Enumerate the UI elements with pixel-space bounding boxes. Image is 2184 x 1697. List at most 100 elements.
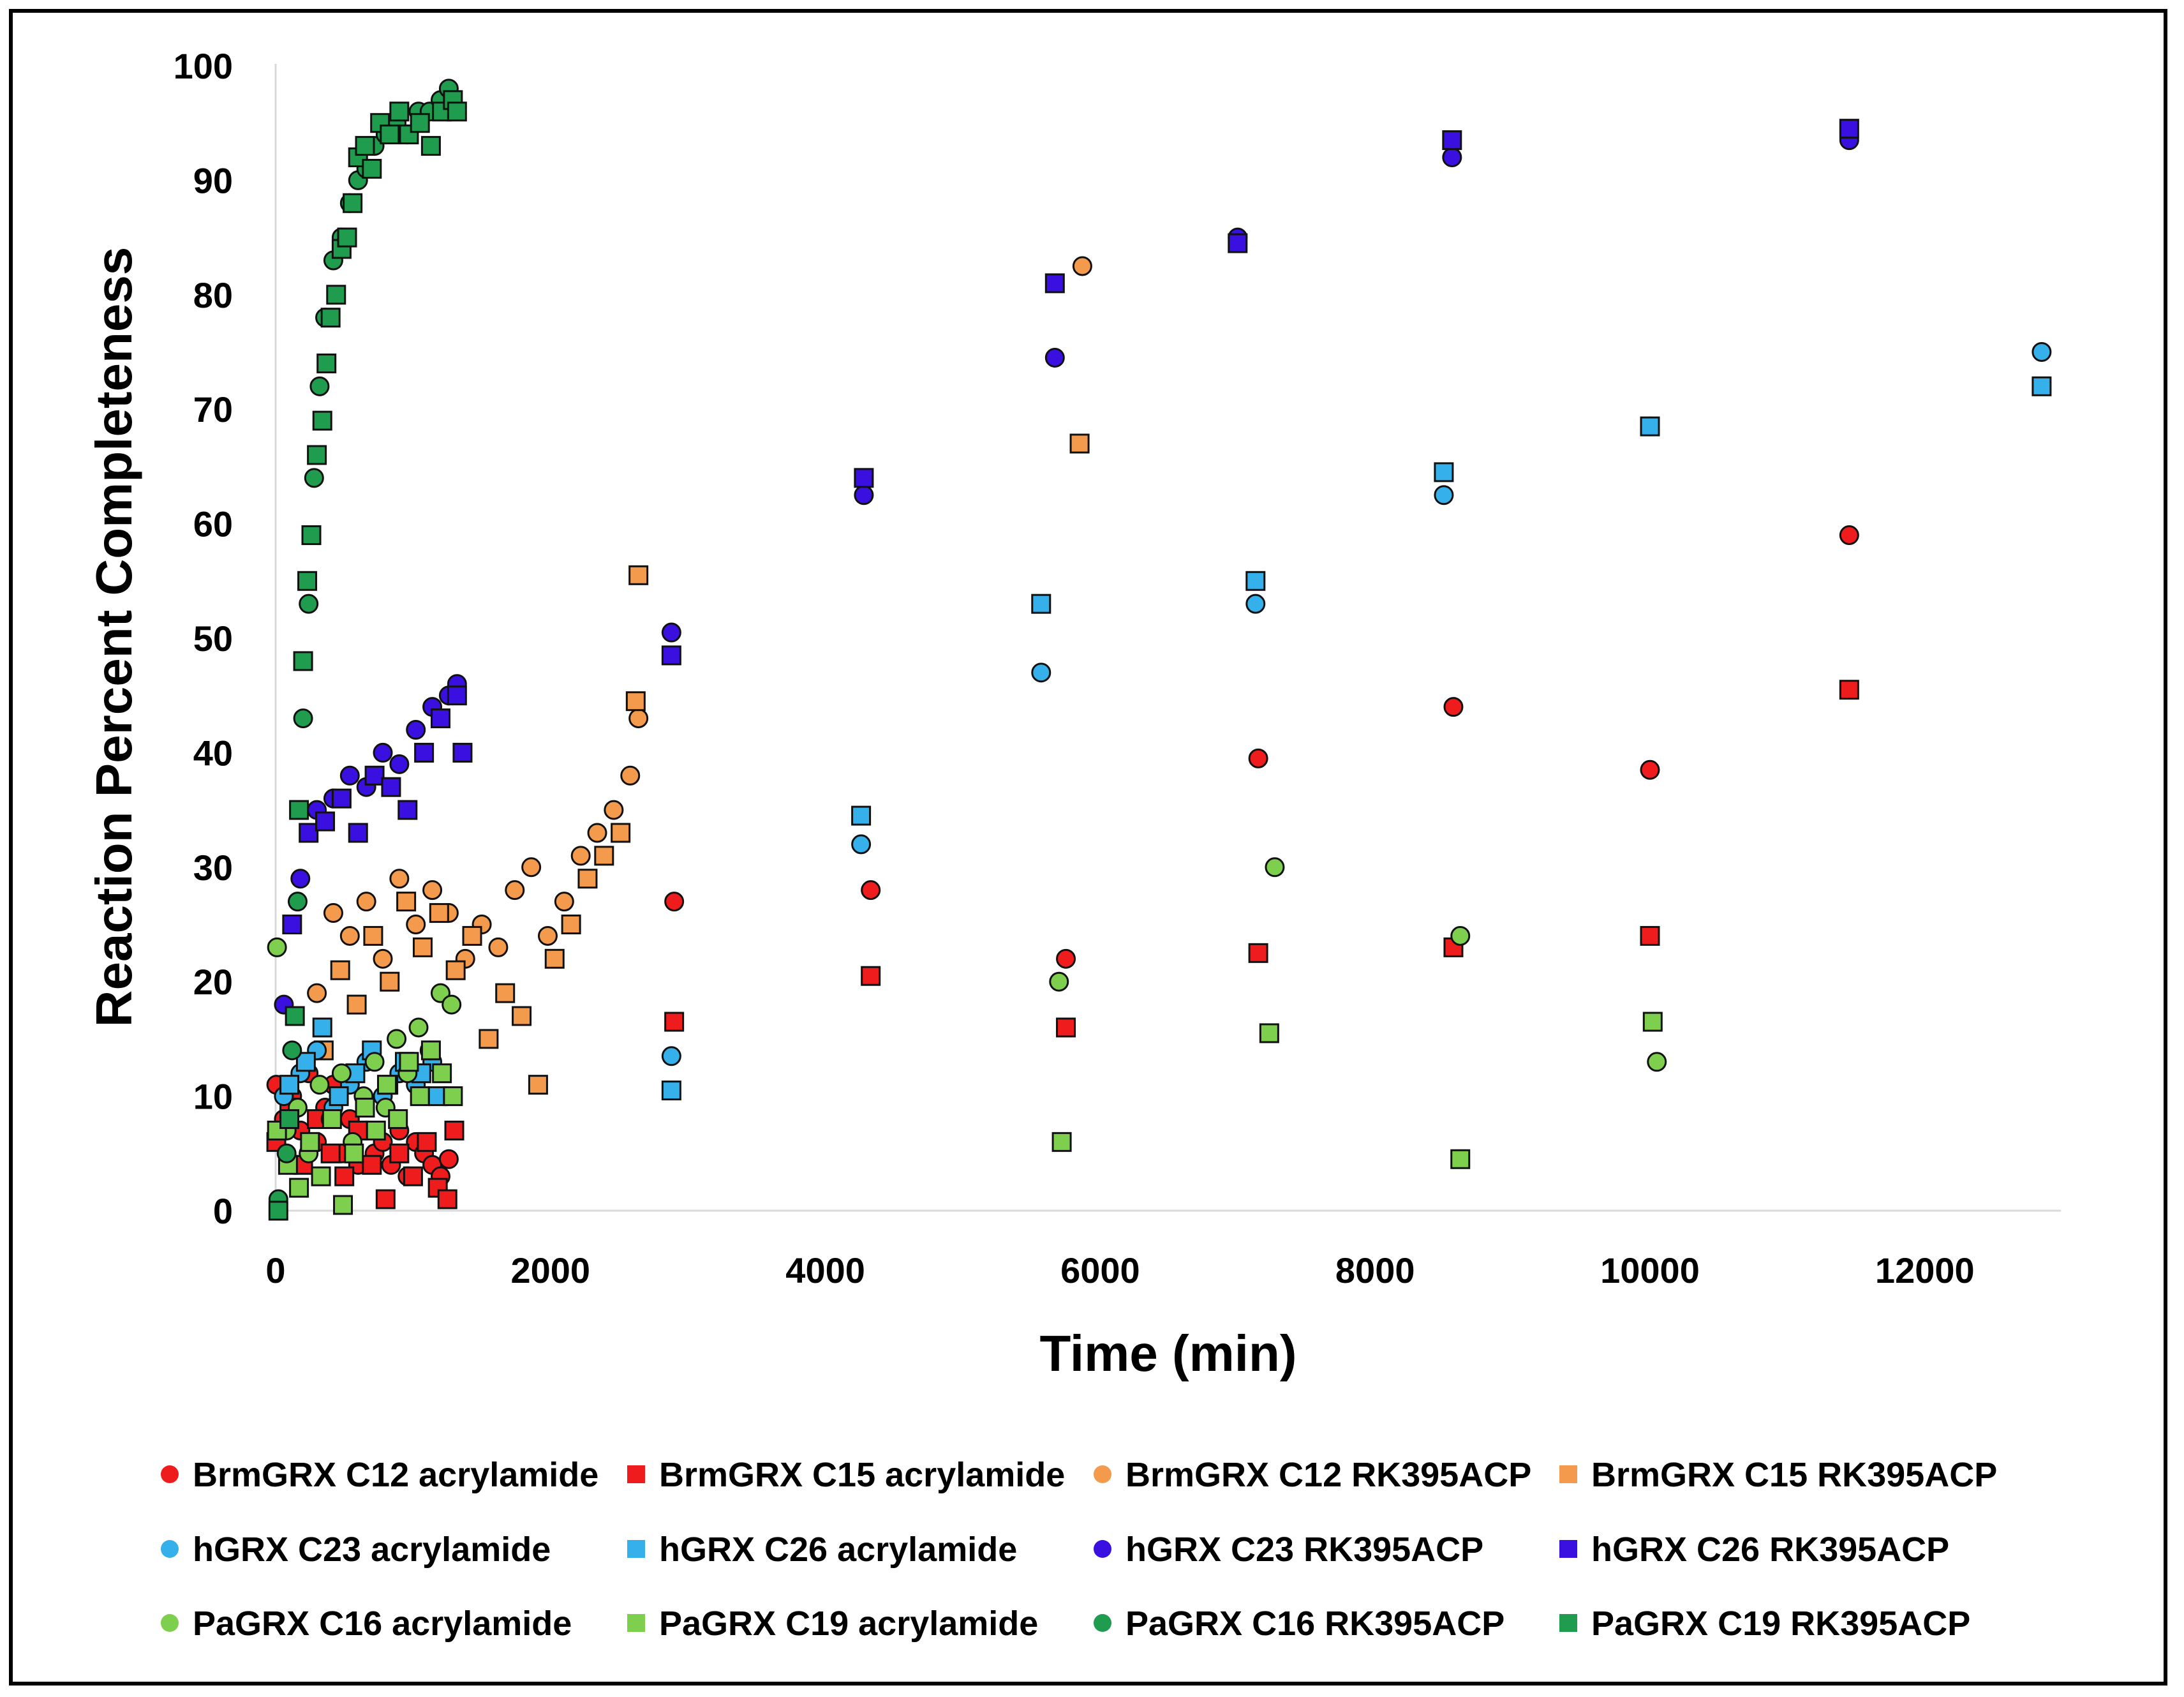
data-point xyxy=(279,1109,300,1129)
series-hgrx-c26-acrylamide xyxy=(279,376,2052,1107)
data-point xyxy=(422,880,443,901)
data-point xyxy=(851,805,872,826)
y-tick-label: 40 xyxy=(193,733,233,773)
data-point xyxy=(512,1006,532,1026)
data-point xyxy=(320,308,341,328)
y-tick-label: 70 xyxy=(193,389,233,430)
data-point xyxy=(430,708,450,729)
data-point xyxy=(625,691,646,712)
data-point xyxy=(537,925,558,946)
data-point xyxy=(304,468,324,488)
data-point xyxy=(628,565,649,585)
legend-label: hGRX C26 RK395ACP xyxy=(1591,1530,1949,1569)
data-point xyxy=(452,742,473,763)
data-point xyxy=(1245,571,1266,591)
legend-label: BrmGRX C15 RK395ACP xyxy=(1591,1456,1997,1494)
legend-item: PaGRX C19 RK395ACP xyxy=(1559,1604,1970,1643)
legend-item: hGRX C26 RK395ACP xyxy=(1559,1530,1949,1569)
data-point xyxy=(329,1086,349,1107)
series-brmgrx-c15-rk395acp xyxy=(313,433,1090,1095)
data-point xyxy=(462,925,482,946)
data-point xyxy=(443,1086,463,1107)
y-tick-label: 10 xyxy=(193,1077,233,1117)
data-point xyxy=(1434,462,1454,482)
data-point xyxy=(604,800,624,820)
data-point xyxy=(437,1189,457,1209)
legend-item: BrmGRX C15 RK395ACP xyxy=(1559,1456,1997,1494)
data-point xyxy=(315,811,336,832)
data-point xyxy=(389,754,410,774)
data-point xyxy=(373,742,393,763)
data-point xyxy=(343,193,363,213)
data-point xyxy=(408,1017,429,1038)
data-point xyxy=(1049,971,1069,992)
y-tick-label: 30 xyxy=(193,848,233,888)
data-point xyxy=(1031,662,1051,683)
data-point xyxy=(1044,347,1065,368)
data-point xyxy=(301,525,322,546)
legend: BrmGRX C12 acrylamide BrmGRX C15 acrylami… xyxy=(161,1456,1997,1643)
data-point xyxy=(399,1052,419,1072)
data-point xyxy=(1051,1132,1072,1152)
x-axis-title: Time (min) xyxy=(1039,1325,1296,1382)
y-tick-label: 60 xyxy=(193,504,233,544)
legend-item: BrmGRX C12 acrylamide xyxy=(161,1456,598,1494)
data-point xyxy=(1056,948,1076,969)
x-tick-labels: 0 2000 4000 6000 8000 10000 12000 xyxy=(265,1250,1974,1290)
series-hgrx-c26-rk395acp xyxy=(282,119,1859,934)
data-point xyxy=(406,720,426,740)
data-point xyxy=(420,136,441,156)
legend-marker xyxy=(627,1465,645,1483)
x-tick-label: 10000 xyxy=(1600,1250,1700,1290)
data-point xyxy=(323,903,343,923)
data-point xyxy=(403,1166,423,1186)
legend-label: PaGRX C16 RK395ACP xyxy=(1125,1604,1504,1643)
legend-item: PaGRX C19 acrylamide xyxy=(627,1604,1038,1643)
data-point xyxy=(664,892,685,912)
data-point xyxy=(438,1149,459,1169)
data-point xyxy=(1450,1149,1471,1169)
data-point xyxy=(389,869,410,889)
data-point xyxy=(479,1029,499,1049)
data-point xyxy=(316,353,337,373)
data-point xyxy=(1031,594,1051,614)
data-point xyxy=(344,1143,364,1163)
data-point xyxy=(287,892,308,912)
legend-marker xyxy=(1559,1614,1577,1632)
data-point xyxy=(1248,748,1268,768)
data-point xyxy=(268,1200,288,1221)
data-point xyxy=(1434,485,1454,505)
data-point xyxy=(333,1195,353,1215)
legend-marker xyxy=(161,1614,179,1632)
data-point xyxy=(1228,233,1248,253)
data-point xyxy=(279,1075,300,1095)
data-point xyxy=(348,823,368,843)
legend-item: PaGRX C16 acrylamide xyxy=(161,1604,572,1643)
data-point xyxy=(1450,925,1471,946)
data-points xyxy=(266,78,2052,1221)
data-point xyxy=(293,708,313,729)
legend-marker xyxy=(1559,1465,1577,1483)
legend-label: hGRX C26 acrylamide xyxy=(659,1530,1017,1569)
series-brmgrx-c12-acrylamide xyxy=(266,525,1859,1186)
data-point xyxy=(364,1052,385,1072)
data-point xyxy=(1265,857,1285,878)
data-point xyxy=(561,915,581,934)
y-tick-label: 20 xyxy=(193,962,233,1002)
data-point xyxy=(444,1120,464,1140)
legend-item: hGRX C23 acrylamide xyxy=(161,1530,551,1569)
data-point xyxy=(387,1029,407,1049)
y-tick-label: 100 xyxy=(174,46,233,86)
y-tick-label: 80 xyxy=(193,275,233,315)
series-pagrx-c19-rk395acp xyxy=(268,90,467,1221)
data-point xyxy=(1072,256,1092,276)
data-point xyxy=(320,1143,341,1163)
legend-label: hGRX C23 RK395ACP xyxy=(1125,1530,1483,1569)
legend-marker xyxy=(1094,1540,1111,1558)
data-point xyxy=(356,892,376,912)
data-point xyxy=(1442,130,1462,151)
data-point xyxy=(312,1017,332,1038)
data-point xyxy=(380,124,400,145)
data-point xyxy=(1839,680,1859,700)
y-tick-label: 50 xyxy=(193,618,233,659)
